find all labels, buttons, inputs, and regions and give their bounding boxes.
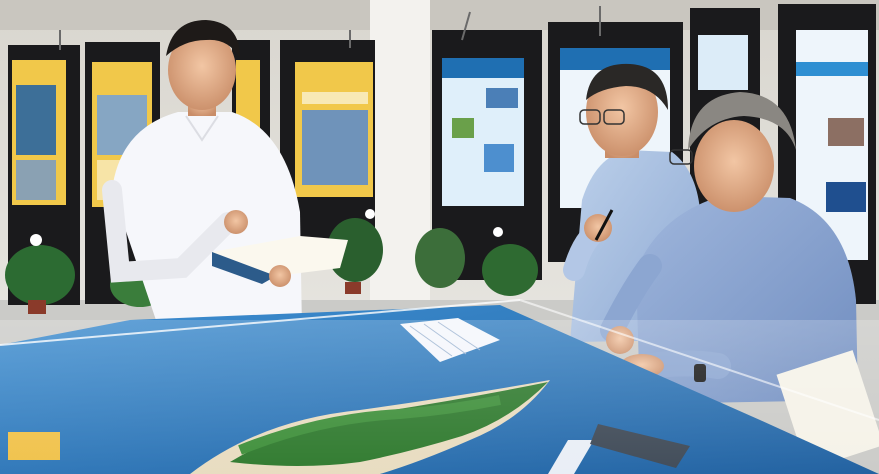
island-model-display [0, 299, 879, 474]
potted-plants [5, 209, 538, 314]
spot-lamps [59, 6, 601, 50]
